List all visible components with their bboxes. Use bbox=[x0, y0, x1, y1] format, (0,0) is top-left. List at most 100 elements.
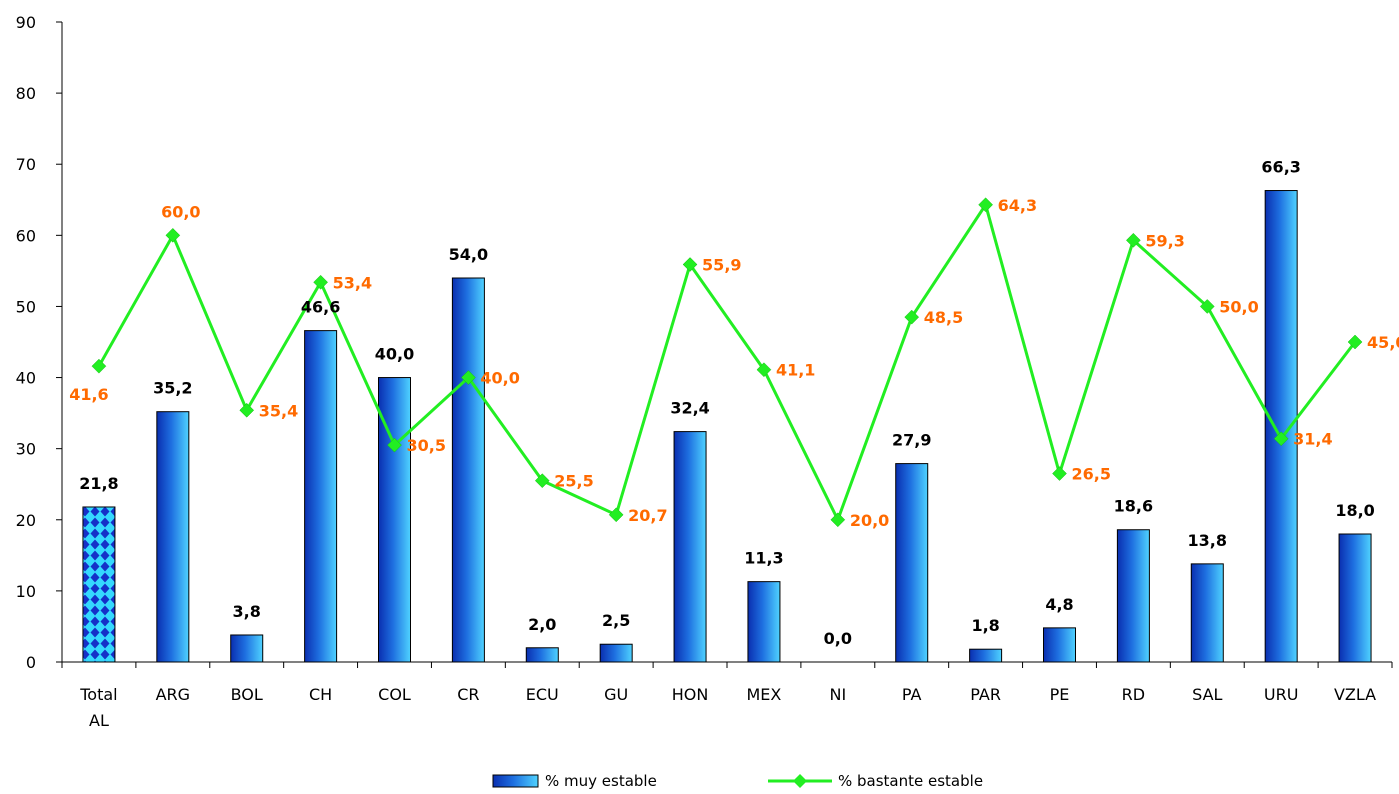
bar-ch bbox=[304, 330, 338, 663]
line-marker bbox=[387, 437, 402, 453]
line-value-label: 41,1 bbox=[776, 361, 815, 380]
line-value-label: 35,4 bbox=[259, 401, 298, 420]
bar-value-label: 27,9 bbox=[892, 431, 931, 450]
bar-value-label: 46,6 bbox=[301, 298, 340, 317]
bar-arg bbox=[156, 411, 190, 663]
y-tick-label: 80 bbox=[16, 84, 36, 103]
x-tick-label: SAL bbox=[1192, 685, 1222, 704]
line-marker bbox=[91, 358, 107, 374]
line-value-label: 64,3 bbox=[998, 196, 1037, 215]
bar-value-label: 0,0 bbox=[824, 629, 852, 648]
x-tick-label: BOL bbox=[231, 685, 263, 704]
bar-value-label: 66,3 bbox=[1261, 158, 1300, 177]
line-value-label: 59,3 bbox=[1145, 231, 1184, 250]
line-marker bbox=[1052, 466, 1067, 481]
line-marker bbox=[534, 473, 550, 489]
x-tick-label: PE bbox=[1050, 685, 1070, 704]
x-tick-label: CR bbox=[457, 685, 479, 704]
bar-vzla bbox=[1338, 533, 1372, 663]
line-value-label: 45,0 bbox=[1367, 333, 1399, 352]
x-tick-label: RD bbox=[1122, 685, 1145, 704]
legend-label-line: % bastante estable bbox=[838, 772, 983, 790]
bar-par bbox=[969, 648, 1003, 663]
legend-label-bar: % muy estable bbox=[545, 772, 657, 790]
y-tick-label: 50 bbox=[16, 297, 36, 316]
y-tick-label: 90 bbox=[16, 13, 36, 32]
line-marker bbox=[1126, 232, 1141, 248]
x-tick-label: PAR bbox=[970, 685, 1001, 704]
x-tick-label: ECU bbox=[526, 685, 559, 704]
bar-gu bbox=[599, 643, 633, 663]
line-marker bbox=[1347, 334, 1363, 350]
y-tick-label: 0 bbox=[26, 653, 36, 672]
x-tick-label: CH bbox=[309, 685, 332, 704]
axes: 0 10 20 30 40 50 60 70 80 90 Total AL ARG BOL CH COL CR E… bbox=[16, 13, 1393, 730]
line-marker bbox=[608, 507, 624, 523]
line-marker bbox=[756, 362, 772, 378]
line-bastante-estable bbox=[97, 201, 1357, 524]
bar-bol bbox=[230, 634, 264, 663]
y-tick-label: 10 bbox=[16, 582, 36, 601]
bar-value-label: 18,6 bbox=[1114, 497, 1153, 516]
y-tick-label: 20 bbox=[16, 511, 36, 530]
x-tick-label: Total AL bbox=[79, 685, 117, 730]
line-marker bbox=[1199, 299, 1215, 314]
y-tick-label: 70 bbox=[16, 155, 36, 174]
x-tick-label: MEX bbox=[747, 685, 782, 704]
bar-uru bbox=[1264, 190, 1298, 663]
y-tick-label: 60 bbox=[16, 226, 36, 245]
line-marker bbox=[165, 227, 181, 243]
line-value-label: 30,5 bbox=[407, 436, 446, 455]
bar-value-label: 18,0 bbox=[1335, 501, 1374, 520]
line-marker bbox=[978, 197, 993, 213]
bar-value-label: 4,8 bbox=[1045, 595, 1073, 614]
line-value-label: 48,5 bbox=[924, 308, 963, 327]
x-tick-label: COL bbox=[378, 685, 411, 704]
bar-value-label: 32,4 bbox=[670, 399, 709, 418]
bar-total-al bbox=[82, 506, 116, 663]
x-tick-label: URU bbox=[1264, 685, 1299, 704]
x-tick-label: ARG bbox=[156, 685, 190, 704]
bar-value-label: 2,5 bbox=[602, 611, 630, 630]
bar-value-label: 11,3 bbox=[744, 549, 783, 568]
line-value-label: 31,4 bbox=[1293, 430, 1332, 449]
line-marker bbox=[239, 402, 255, 418]
line-marker bbox=[904, 309, 920, 325]
legend: % muy estable % bastante estable bbox=[492, 772, 983, 790]
x-tick-label: VZLA bbox=[1334, 685, 1376, 704]
line-value-label: 55,9 bbox=[702, 255, 741, 274]
bar-value-label: 13,8 bbox=[1188, 531, 1227, 550]
bar-sal bbox=[1190, 563, 1224, 663]
x-tick-label: NI bbox=[829, 685, 846, 704]
line-marker bbox=[830, 512, 846, 528]
y-tick-label: 40 bbox=[16, 369, 36, 388]
legend-swatch-marker bbox=[793, 774, 807, 788]
bar-cr bbox=[451, 277, 485, 663]
bar-value-label: 1,8 bbox=[971, 616, 999, 635]
legend-swatch-bar bbox=[492, 774, 539, 788]
bar-mex bbox=[747, 581, 781, 663]
line-series bbox=[91, 197, 1363, 528]
bar-pa bbox=[895, 463, 929, 663]
line-marker bbox=[1273, 431, 1289, 447]
line-value-label: 53,4 bbox=[333, 273, 372, 292]
bar-hon bbox=[673, 431, 707, 663]
line-marker bbox=[461, 370, 476, 385]
bar-value-label: 40,0 bbox=[375, 345, 414, 364]
line-value-label: 20,7 bbox=[628, 506, 667, 525]
bar-rd bbox=[1116, 529, 1150, 663]
bar-series bbox=[82, 190, 1372, 663]
bar-pe bbox=[1043, 627, 1076, 663]
y-tick-label: 30 bbox=[16, 440, 36, 459]
line-marker bbox=[313, 274, 328, 290]
line-marker bbox=[682, 257, 698, 272]
x-tick-label: PA bbox=[902, 685, 922, 704]
line-value-label: 60,0 bbox=[161, 202, 200, 221]
bar-value-label: 21,8 bbox=[79, 474, 118, 493]
bar-value-label: 2,0 bbox=[528, 615, 556, 634]
x-tick-label: HON bbox=[672, 685, 709, 704]
x-tick-label: GU bbox=[604, 685, 628, 704]
line-value-label: 20,0 bbox=[850, 511, 889, 530]
data-labels: 21,8 35,2 3,8 46,6 40,0 54,0 2,0 2,5 32,4 11,3 0,0… bbox=[69, 158, 1399, 648]
